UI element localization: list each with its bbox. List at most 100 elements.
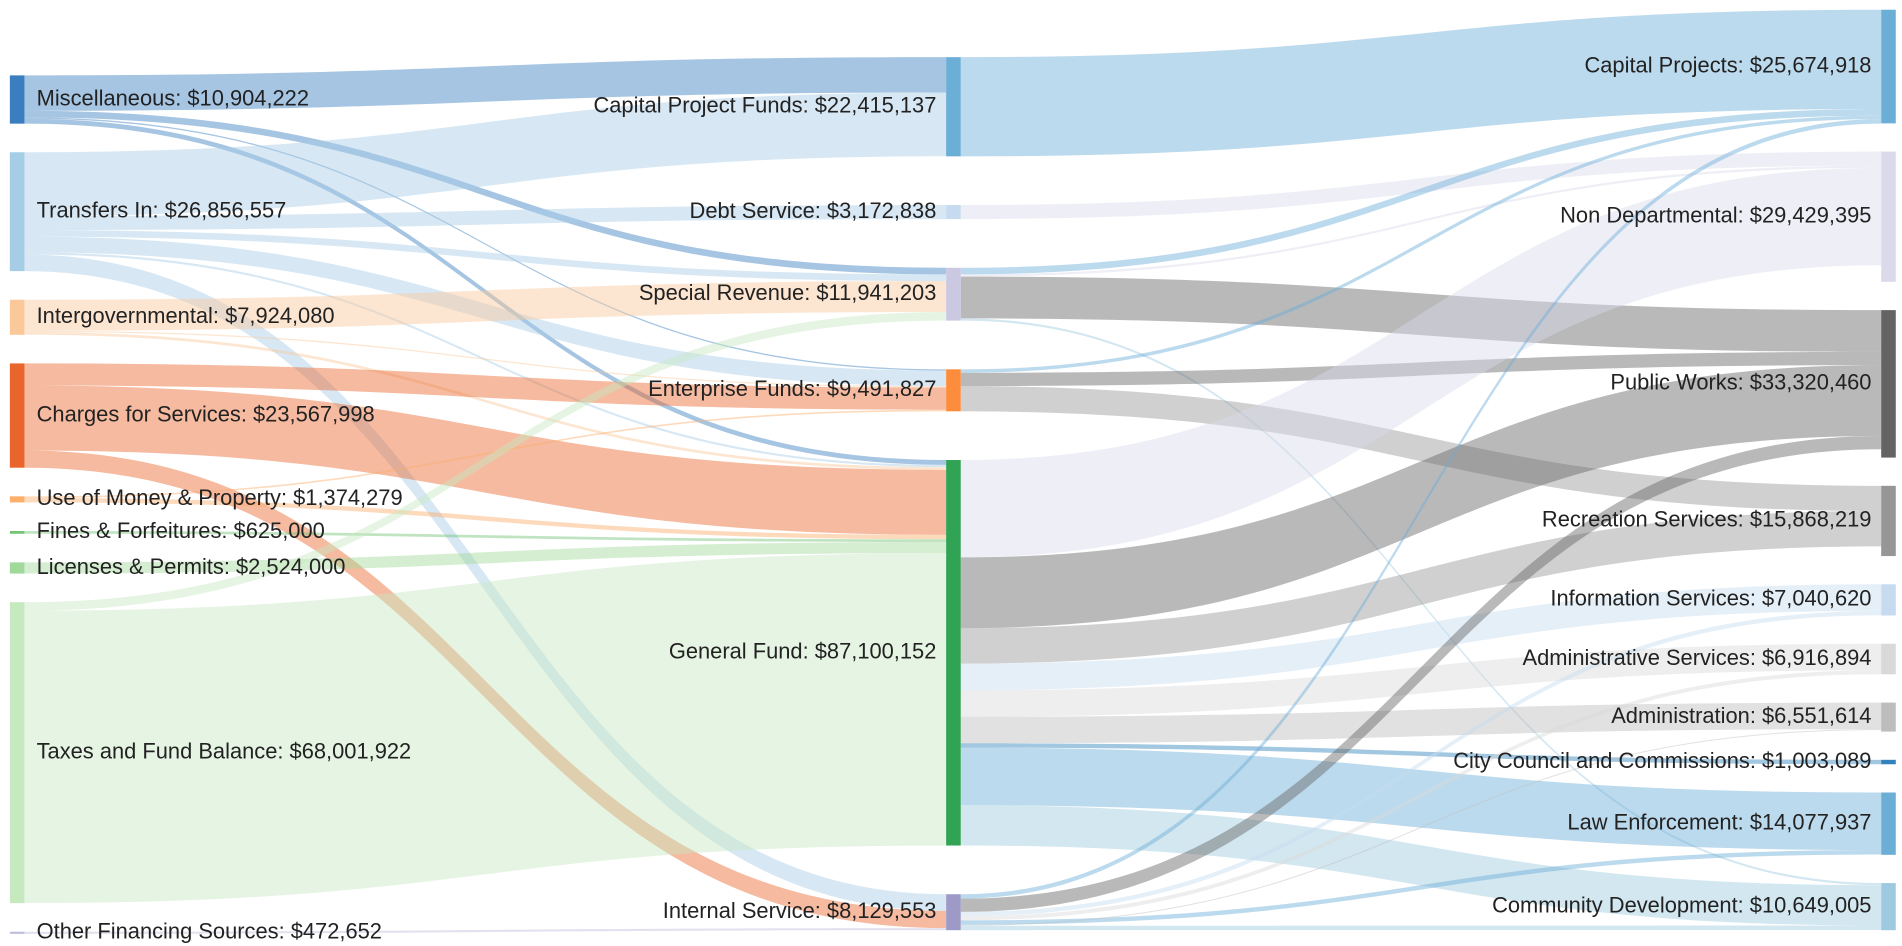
link: [960, 850, 1882, 925]
node: [9, 496, 25, 503]
link: [960, 276, 1882, 352]
link: [24, 92, 947, 216]
node: [1881, 759, 1896, 765]
node: [1881, 584, 1896, 616]
node: [946, 57, 961, 157]
nodes: Miscellaneous: $10,904,222 Transfers In: …: [9, 9, 1896, 944]
link: [960, 511, 1882, 664]
node-label: Miscellaneous: $10,904,222: [37, 85, 309, 110]
node: [1881, 9, 1896, 124]
link: [960, 729, 1882, 926]
node: [9, 75, 25, 124]
node-label: Other Financing Sources: $472,652: [37, 919, 382, 944]
node-label: Licenses & Permits: $2,524,000: [37, 554, 346, 579]
link: [960, 318, 1882, 886]
node: [9, 531, 25, 534]
node: [9, 363, 25, 468]
node: [9, 299, 25, 335]
link: [24, 928, 947, 934]
node: [9, 152, 25, 272]
node: [946, 894, 961, 931]
link: [960, 351, 1882, 387]
link: [960, 119, 1882, 899]
link: [960, 167, 1882, 558]
node: [1881, 883, 1896, 931]
node: [9, 602, 25, 904]
node-label: Information Services: $7,040,620: [1550, 586, 1871, 611]
link: [960, 670, 1882, 921]
link: [960, 805, 1882, 926]
node-label: Taxes and Fund Balance: $68,001,922: [37, 738, 412, 763]
link: [960, 9, 1882, 157]
link: [24, 57, 947, 111]
link: [24, 409, 947, 498]
node: [946, 267, 961, 321]
node: [9, 931, 25, 934]
node-label: Fines & Forfeitures: $625,000: [37, 518, 325, 543]
link: [960, 108, 1882, 275]
node-label: Non Departmental: $29,429,395: [1560, 203, 1871, 228]
link: [960, 610, 1882, 917]
node-label: Charges for Services: $23,567,998: [37, 401, 375, 426]
node-label: Community Development: $10,649,005: [1492, 892, 1871, 917]
link: [960, 702, 1882, 744]
node: [1881, 485, 1896, 557]
link: [24, 542, 947, 574]
link: [24, 385, 947, 535]
node-label: Use of Money & Property: $1,374,279: [37, 485, 403, 510]
link: [24, 254, 947, 911]
link: [24, 531, 947, 543]
link: [24, 236, 947, 387]
node: [946, 460, 961, 846]
link: [24, 312, 947, 611]
node-label: Internal Service: $8,129,553: [663, 898, 937, 923]
node-label: Capital Projects: $25,674,918: [1584, 52, 1871, 77]
node-label: Administrative Services: $6,916,894: [1522, 645, 1871, 670]
node-label: Transfers In: $26,856,557: [37, 197, 287, 222]
node-label: Recreation Services: $15,868,219: [1542, 507, 1872, 532]
link: [960, 747, 1882, 851]
link: [960, 435, 1882, 912]
node-label: City Council and Commissions: $1,003,089: [1453, 748, 1871, 773]
node: [1881, 792, 1896, 855]
node-label: Public Works: $33,320,460: [1610, 370, 1871, 395]
link: [960, 643, 1882, 717]
node: [946, 369, 961, 412]
link: [24, 118, 947, 465]
node: [1881, 643, 1896, 675]
node-label: Intergovernmental: $7,924,080: [37, 303, 335, 328]
link: [24, 205, 947, 231]
link: [24, 363, 947, 410]
node: [946, 205, 961, 220]
node-label: Administration: $6,551,614: [1611, 703, 1871, 728]
link: [24, 117, 947, 371]
node: [9, 562, 25, 574]
link: [960, 115, 1882, 373]
link: [960, 925, 1882, 931]
link: [960, 165, 1882, 277]
node-label: General Fund: $87,100,152: [669, 639, 937, 664]
node-label: Special Revenue: $11,941,203: [639, 280, 937, 305]
link: [24, 252, 947, 468]
link: [960, 365, 1882, 629]
link: [960, 386, 1882, 512]
link: [24, 553, 947, 904]
node-label: Capital Project Funds: $22,415,137: [593, 93, 936, 118]
link: [960, 151, 1882, 220]
link: [24, 332, 947, 470]
links: [24, 9, 1882, 934]
link: [24, 110, 947, 275]
node-label: Law Enforcement: $14,077,937: [1567, 809, 1871, 834]
node: [1881, 702, 1896, 732]
node-label: Debt Service: $3,172,838: [690, 198, 937, 223]
link: [24, 450, 947, 929]
node: [1881, 310, 1896, 458]
link: [24, 330, 947, 388]
node-label: Enterprise Funds: $9,491,827: [648, 376, 936, 401]
link: [960, 584, 1882, 691]
link: [24, 497, 947, 540]
link: [24, 281, 947, 331]
node: [1881, 151, 1896, 282]
link: [24, 230, 947, 282]
